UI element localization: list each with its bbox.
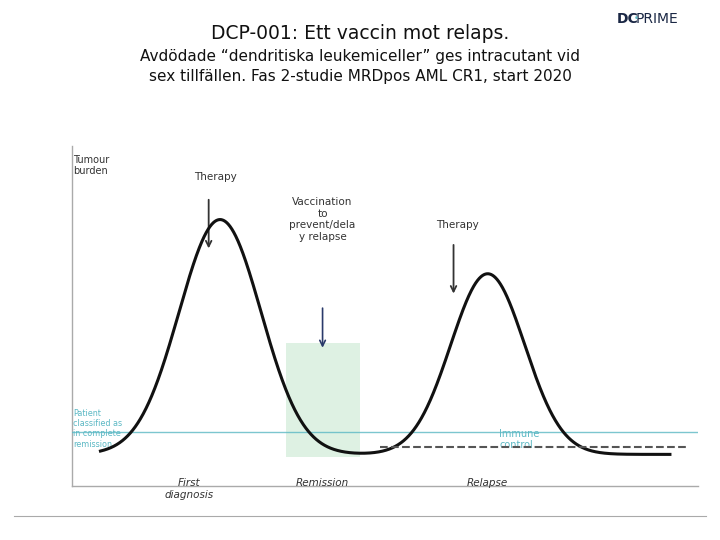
- Text: Vaccination
to
prevent/dela
y relapse: Vaccination to prevent/dela y relapse: [289, 197, 356, 242]
- Text: sex tillfällen. Fas 2-studie MRDpos AML CR1, start 2020: sex tillfällen. Fas 2-studie MRDpos AML …: [148, 69, 572, 84]
- Text: •: •: [634, 14, 639, 23]
- Text: Avdödade “dendritiska leukemiceller” ges intracutant vid: Avdödade “dendritiska leukemiceller” ges…: [140, 49, 580, 64]
- Text: DCP-001: Ett vaccin mot relaps.: DCP-001: Ett vaccin mot relaps.: [211, 24, 509, 43]
- Text: Remission: Remission: [296, 478, 349, 489]
- Text: First
diagnosis: First diagnosis: [164, 478, 213, 500]
- Bar: [286, 343, 359, 457]
- Text: Relapse vaccine window in cancer: Relapse vaccine window in cancer: [45, 109, 296, 124]
- Text: Therapy: Therapy: [194, 172, 237, 182]
- Text: Immune
control: Immune control: [499, 429, 539, 450]
- Text: Relapse: Relapse: [467, 478, 508, 489]
- Text: DC: DC: [616, 12, 638, 26]
- Text: PRIME: PRIME: [636, 12, 678, 26]
- Text: Patient
classified as
in complete
remission: Patient classified as in complete remiss…: [73, 409, 122, 449]
- Text: Tumour
burden: Tumour burden: [73, 155, 109, 177]
- Text: Therapy: Therapy: [436, 220, 480, 230]
